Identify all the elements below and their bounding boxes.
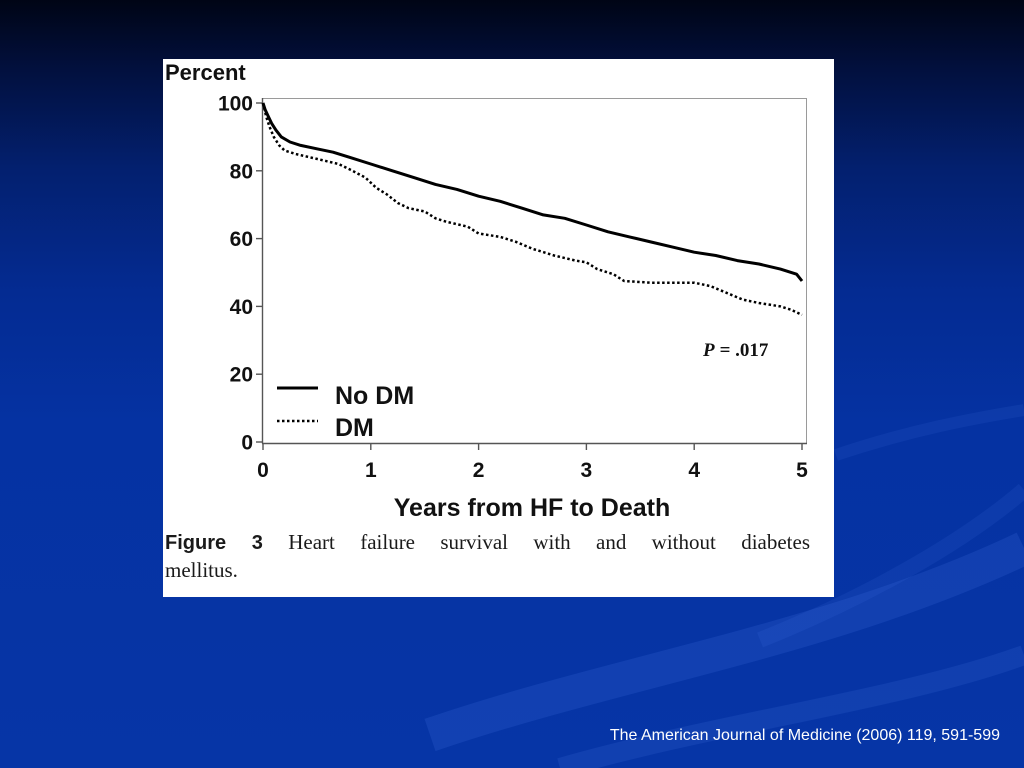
series-group [261, 102, 804, 317]
legend-label-dm: DM [335, 414, 374, 442]
p-value-number: = .017 [720, 340, 769, 361]
y-axis-label: Percent [165, 60, 246, 85]
x-tick-label: 0 [257, 459, 269, 482]
legend-label-no-dm: No DM [335, 382, 414, 410]
y-tick-label: 0 [241, 432, 253, 455]
figure-label: Figure 3 [165, 532, 263, 554]
axis-ticks: 0 20 40 60 80 100 0 1 2 3 4 5 [218, 93, 808, 483]
x-axis-label: Years from HF to Death [394, 494, 670, 522]
x-tick-label: 1 [365, 459, 377, 482]
x-tick-label: 2 [473, 459, 485, 482]
survival-chart: Percent 0 20 40 60 80 100 0 1 2 3 4 5 No DM DM P = .… [165, 60, 808, 522]
y-tick-label: 60 [230, 228, 253, 251]
x-tick-label: 3 [581, 459, 593, 482]
y-tick-label: 20 [230, 364, 253, 387]
citation: The American Journal of Medicine (2006) … [609, 727, 1000, 744]
caption-line-1: Figure 3 Heart failure survival with and… [165, 529, 810, 557]
figure-panel: Percent 0 20 40 60 80 100 0 1 2 3 4 5 No DM DM P = .… [163, 59, 834, 597]
p-value-annotation: P = .017 [702, 340, 769, 361]
y-tick-label: 40 [230, 296, 253, 319]
caption-text: Heart failure survival with and without … [288, 530, 810, 554]
x-tick-label: 4 [688, 459, 700, 482]
figure-caption: Figure 3 Heart failure survival with and… [165, 529, 810, 584]
caption-line-2: mellitus. [165, 558, 238, 582]
x-tick-label: 5 [796, 459, 808, 482]
p-value-symbol: P [702, 340, 715, 361]
y-tick-label: 80 [230, 160, 253, 183]
y-tick-label: 100 [218, 93, 253, 116]
legend: No DM DM [277, 382, 414, 442]
series-line-no-dm [261, 102, 804, 282]
series-line-dm [261, 102, 803, 317]
